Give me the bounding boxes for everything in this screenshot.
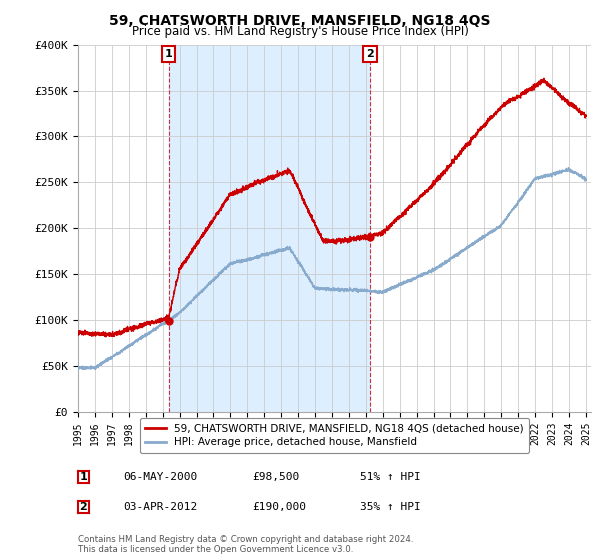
Text: 1: 1 (79, 472, 87, 482)
Text: 59, CHATSWORTH DRIVE, MANSFIELD, NG18 4QS: 59, CHATSWORTH DRIVE, MANSFIELD, NG18 4Q… (109, 14, 491, 28)
Text: 03-APR-2012: 03-APR-2012 (123, 502, 197, 512)
Text: Contains HM Land Registry data © Crown copyright and database right 2024.
This d: Contains HM Land Registry data © Crown c… (78, 535, 413, 554)
Text: £190,000: £190,000 (252, 502, 306, 512)
Text: 2: 2 (366, 49, 374, 59)
Text: 51% ↑ HPI: 51% ↑ HPI (360, 472, 421, 482)
Text: 06-MAY-2000: 06-MAY-2000 (123, 472, 197, 482)
Legend: 59, CHATSWORTH DRIVE, MANSFIELD, NG18 4QS (detached house), HPI: Average price, : 59, CHATSWORTH DRIVE, MANSFIELD, NG18 4Q… (140, 418, 529, 452)
Text: £98,500: £98,500 (252, 472, 299, 482)
Text: 2: 2 (79, 502, 87, 512)
Text: Price paid vs. HM Land Registry's House Price Index (HPI): Price paid vs. HM Land Registry's House … (131, 25, 469, 38)
Bar (169, 45, 370, 412)
Text: 35% ↑ HPI: 35% ↑ HPI (360, 502, 421, 512)
Text: 1: 1 (165, 49, 172, 59)
